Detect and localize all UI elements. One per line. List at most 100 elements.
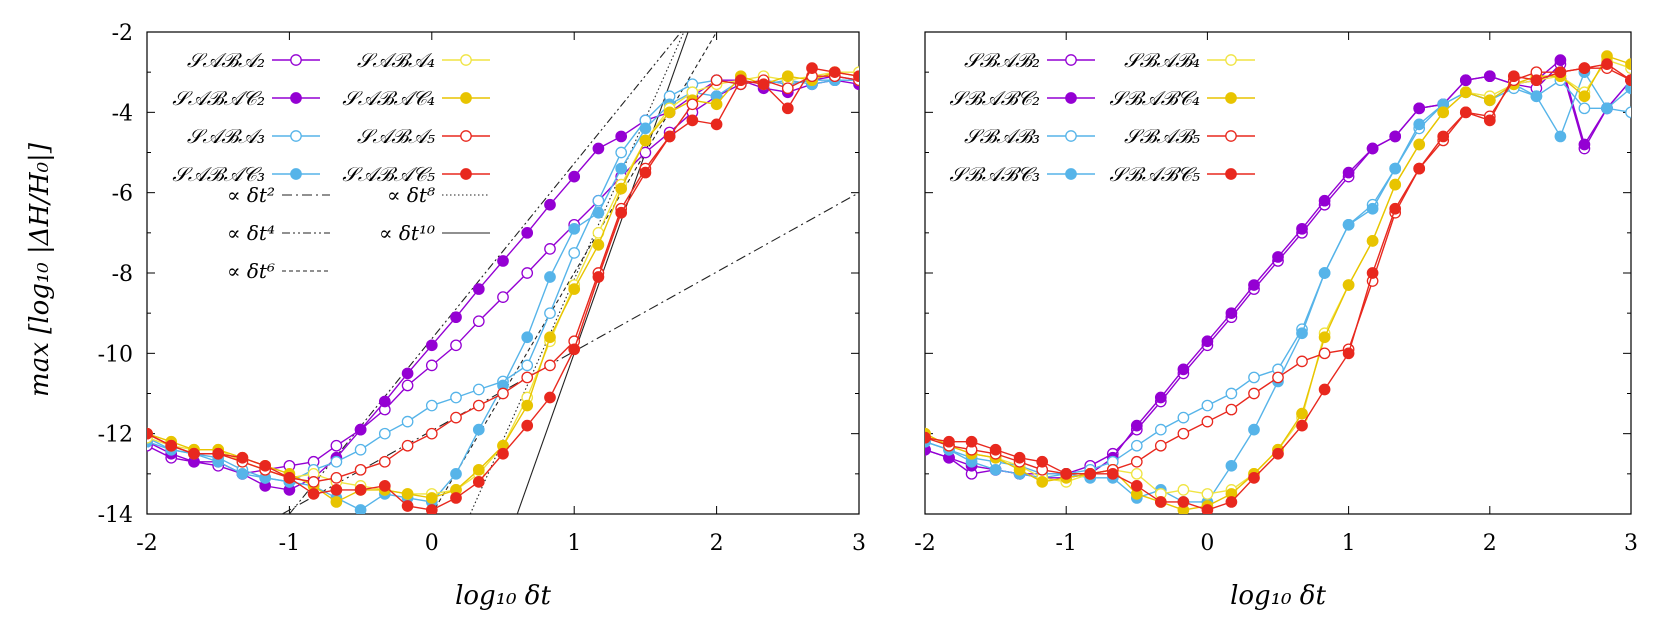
series-point [1177,484,1190,496]
series-point [1578,102,1591,115]
x-tick-label: 3 [1624,531,1638,556]
series-point [188,447,200,460]
series-point [497,447,509,460]
series-point [354,463,367,476]
series-point [1554,130,1567,143]
legend-label: 𝒮𝒜ℬ𝒜𝒞₅ [342,162,435,186]
series-point [147,427,153,440]
series-point [686,114,699,127]
series-point [1130,439,1143,452]
series-point [663,106,676,119]
legend-swatch-marker [1065,130,1077,142]
legend-swatch-marker [460,130,472,142]
series-point [1225,496,1238,508]
series-point [1318,267,1331,279]
legend: 𝒮ℬ𝒜ℬ₂ 𝒮ℬ𝒜ℬ𝒞₂ 𝒮ℬ𝒜ℬ₃ 𝒮ℬ𝒜ℬ𝒞₃ 𝒮ℬ𝒜ℬ₄ 𝒮ℬ𝒜ℬ𝒞₄ 𝒮ℬ𝒜ℬ₅ 𝒮ℬ… [949,48,1255,186]
series-point [472,315,485,328]
series-point [521,331,534,344]
series-point [544,271,556,283]
series-point [1084,467,1097,480]
series-point [1459,106,1472,119]
series-point [1201,504,1214,514]
series-point [544,331,556,344]
series-point [639,166,652,179]
series-point [544,391,556,404]
series-point [1154,496,1167,508]
legend-label: 𝒮𝒜ℬ𝒜₃ [187,124,265,148]
series-point [1578,62,1591,75]
series-point [1366,202,1379,215]
legend-ref-label: ∝ δt⁶ [227,259,275,283]
series-point [568,343,581,356]
series-point [236,451,249,464]
series-point [472,463,485,476]
y-tick-label: -14 [98,503,133,528]
series-point [1318,383,1331,396]
series-point [615,162,628,175]
series-point [425,359,438,372]
series-point [330,471,343,484]
series-point [1154,391,1167,404]
series-point [401,488,414,500]
series-point [1437,130,1450,143]
x-tick-label: 1 [1342,531,1356,556]
series-point [1201,488,1214,500]
series-point [781,102,794,115]
series-point [1483,94,1496,107]
series-point [1389,130,1402,143]
series-point [710,98,723,111]
series-point [1248,423,1260,436]
series-point [965,435,978,448]
y-tick-label: -4 [112,101,133,126]
y-axis-title: max [log₁₀ |ΔH/H₀|] [25,142,55,397]
legend-swatch-marker [460,54,472,66]
series-point [592,142,605,155]
series-point [1366,235,1379,247]
series-point [1201,399,1214,412]
series-point [1225,307,1238,320]
series-point [1272,371,1284,384]
series-point [1248,279,1260,291]
legend-swatch-marker [1065,168,1077,180]
series-point [781,82,794,95]
x-tick-label: 2 [710,531,724,556]
series-point [1296,407,1308,420]
series-point [401,367,414,380]
series-point [259,459,272,472]
series-point [544,307,556,320]
reference-line-2 [288,32,682,514]
series-point [1601,102,1613,115]
y-tick-label: -10 [98,342,133,367]
series-point [1225,459,1238,472]
series-point [307,476,320,488]
series-point [1060,467,1073,480]
series-point [592,271,605,283]
series-point [544,198,556,211]
series-point [592,194,605,207]
series-point [1248,471,1260,484]
series-point [828,66,841,79]
series-point [1413,138,1426,151]
series-point [1130,419,1143,432]
series-point [212,447,225,460]
series-point [1389,202,1402,215]
series-point [1225,403,1238,416]
series-point [1318,347,1331,360]
legend-label: 𝒮𝒜ℬ𝒜𝒞₄ [342,86,435,110]
series-point [1389,178,1402,191]
x-tick-label: 0 [425,531,439,556]
series-point [943,435,955,448]
series-point [425,427,438,440]
legend-ref-label: ∝ δt¹⁰ [379,221,435,245]
series-point [425,492,438,504]
series-point [1413,102,1426,115]
series-point [1130,480,1143,492]
legend-swatch-marker [1225,130,1237,142]
series-point [1318,331,1331,344]
series-point [1413,162,1426,175]
series-point [1625,58,1631,70]
series-point [615,146,628,159]
series-point [1201,335,1214,348]
